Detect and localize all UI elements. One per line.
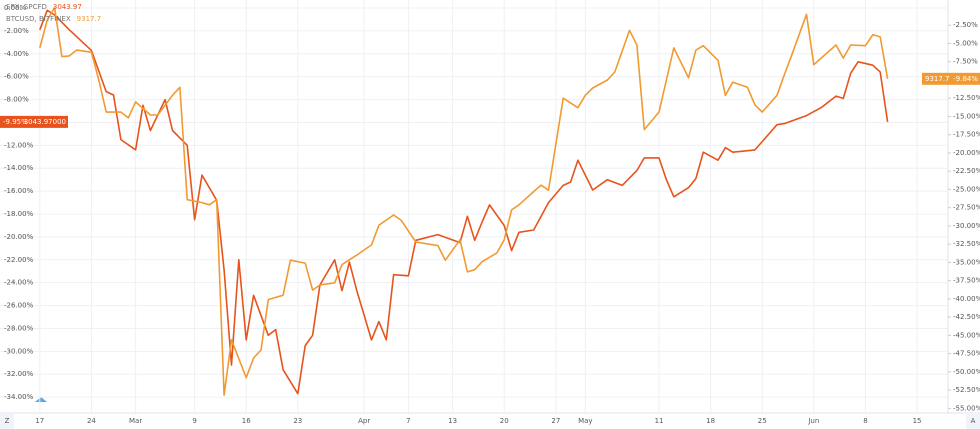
y2-tick-label: -47.50% [953,350,980,358]
y2-tick-label: -7.50% [953,58,978,66]
y-tick-label: -24.00% [4,279,34,287]
y2-tick-label: -12.50% [953,94,980,102]
x-tick-label: 13 [448,417,457,425]
price-label: 9317.7 [925,75,950,83]
legend-value: 3043.97 [53,3,82,11]
y2-tick-label: -30.00% [953,222,980,230]
y2-tick-label: -25.00% [953,185,980,193]
scale-button[interactable] [966,413,980,429]
logo-icon [35,397,47,402]
x-tick-label: 8 [863,417,867,425]
y2-tick-label: -27.50% [953,204,980,212]
x-tick-label: May [578,417,592,425]
y-tick-label: -4.00% [4,50,29,58]
scale-button[interactable] [0,413,14,429]
y-tick-label: -6.00% [4,73,29,81]
x-tick-label: 27 [551,417,560,425]
y2-tick-label: -2.50% [953,21,978,29]
x-tick-label: 18 [706,417,715,425]
y-tick-label: -8.00% [4,96,29,104]
y-tick-label: -32.00% [4,370,34,378]
legend-name: SPX, SPCFD [6,3,47,11]
value-label: -9.84% [953,75,978,83]
x-tick-label: 17 [35,417,44,425]
x-tick-label: 9 [192,417,196,425]
y2-tick-label: -17.50% [953,131,980,139]
y-tick-label: -22.00% [4,256,34,264]
x-tick-label: Jun [807,417,819,425]
legend-value: 9317.7 [77,15,102,23]
y2-tick-label: -52.50% [953,386,980,394]
series-line [39,6,889,396]
y-tick-label: -20.00% [4,233,34,241]
y-tick-label: -12.00% [4,141,34,149]
y2-tick-label: -45.00% [953,331,980,339]
y2-tick-label: -15.00% [953,112,980,120]
legend-name: BTCUSD, BITFINEX [6,15,71,23]
price-label: 3043.97000 [24,118,66,126]
y-tick-label: -2.00% [4,27,29,35]
x-tick-label: 15 [913,417,922,425]
y2-tick-label: -32.50% [953,240,980,248]
y2-tick-label: -50.00% [953,368,980,376]
y-tick-label: -18.00% [4,210,34,218]
value-label: -9.95% [3,118,28,126]
y2-tick-label: -55.00% [953,404,980,412]
scale-button-label[interactable]: Z [5,417,10,425]
y2-tick-label: -40.00% [953,295,980,303]
y-tick-label: -34.00% [4,393,34,401]
y-tick-label: -16.00% [4,187,34,195]
y-tick-label: -14.00% [4,164,34,172]
x-tick-label: 20 [500,417,509,425]
y2-tick-label: -35.00% [953,258,980,266]
x-tick-label: 24 [87,417,96,425]
scale-button-label[interactable]: A [971,417,976,425]
x-tick-label: 11 [655,417,664,425]
x-tick-label: 25 [758,417,767,425]
y-tick-label: -30.00% [4,347,34,355]
x-tick-label: Mar [129,417,142,425]
price-label-box [922,72,980,85]
x-tick-label: 23 [293,417,302,425]
series-line [39,9,889,395]
y2-tick-label: -5.00% [953,39,978,47]
y2-tick-label: -42.50% [953,313,980,321]
value-label-box [0,115,68,128]
y2-tick-label: -22.50% [953,167,980,175]
y-tick-label: 0.00% [4,4,27,12]
y-tick-label: -28.00% [4,324,34,332]
y-tick-label: -26.00% [4,302,34,310]
x-tick-label: Apr [358,417,370,425]
y2-tick-label: -20.00% [953,149,980,157]
y2-tick-label: -37.50% [953,277,980,285]
x-tick-label: 7 [406,417,410,425]
x-tick-label: 16 [242,417,251,425]
